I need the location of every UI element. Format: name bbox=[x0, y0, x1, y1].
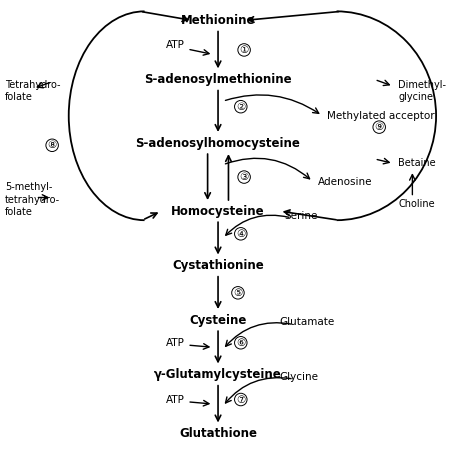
Text: ④: ④ bbox=[236, 229, 246, 239]
Text: 5-methyl-
tetrahydro-
folate: 5-methyl- tetrahydro- folate bbox=[5, 183, 60, 217]
Text: Glycine: Glycine bbox=[280, 372, 319, 382]
Text: Tetrahydro-
folate: Tetrahydro- folate bbox=[5, 79, 60, 102]
Text: ⑨: ⑨ bbox=[374, 122, 384, 132]
Text: ⑤: ⑤ bbox=[233, 288, 243, 298]
Text: ②: ② bbox=[236, 102, 246, 112]
Text: Adenosine: Adenosine bbox=[318, 177, 372, 187]
Text: Dimethyl-
glycine: Dimethyl- glycine bbox=[398, 79, 446, 102]
Text: Methylated acceptor: Methylated acceptor bbox=[327, 111, 435, 121]
Text: ⑧: ⑧ bbox=[47, 140, 57, 150]
Text: ③: ③ bbox=[239, 172, 249, 182]
Text: ①: ① bbox=[239, 45, 249, 55]
Text: Glutamate: Glutamate bbox=[280, 317, 335, 327]
Text: Glutathione: Glutathione bbox=[179, 427, 257, 440]
Text: ATP: ATP bbox=[166, 338, 185, 348]
Text: Cystathionine: Cystathionine bbox=[172, 259, 264, 272]
Text: γ-Glutamylcysteine: γ-Glutamylcysteine bbox=[154, 368, 282, 381]
Text: Serine: Serine bbox=[284, 211, 318, 221]
Text: Homocysteine: Homocysteine bbox=[171, 205, 265, 217]
Text: S-adenosylmethionine: S-adenosylmethionine bbox=[144, 73, 292, 86]
Text: Betaine: Betaine bbox=[398, 158, 436, 168]
Text: ATP: ATP bbox=[166, 40, 185, 50]
Text: ⑦: ⑦ bbox=[236, 395, 246, 405]
Text: ATP: ATP bbox=[166, 395, 185, 405]
Text: ⑥: ⑥ bbox=[236, 338, 246, 348]
Text: Cysteine: Cysteine bbox=[189, 314, 247, 326]
Text: Methionine: Methionine bbox=[181, 14, 255, 27]
Text: S-adenosylhomocysteine: S-adenosylhomocysteine bbox=[136, 137, 301, 149]
Text: Choline: Choline bbox=[398, 199, 435, 209]
